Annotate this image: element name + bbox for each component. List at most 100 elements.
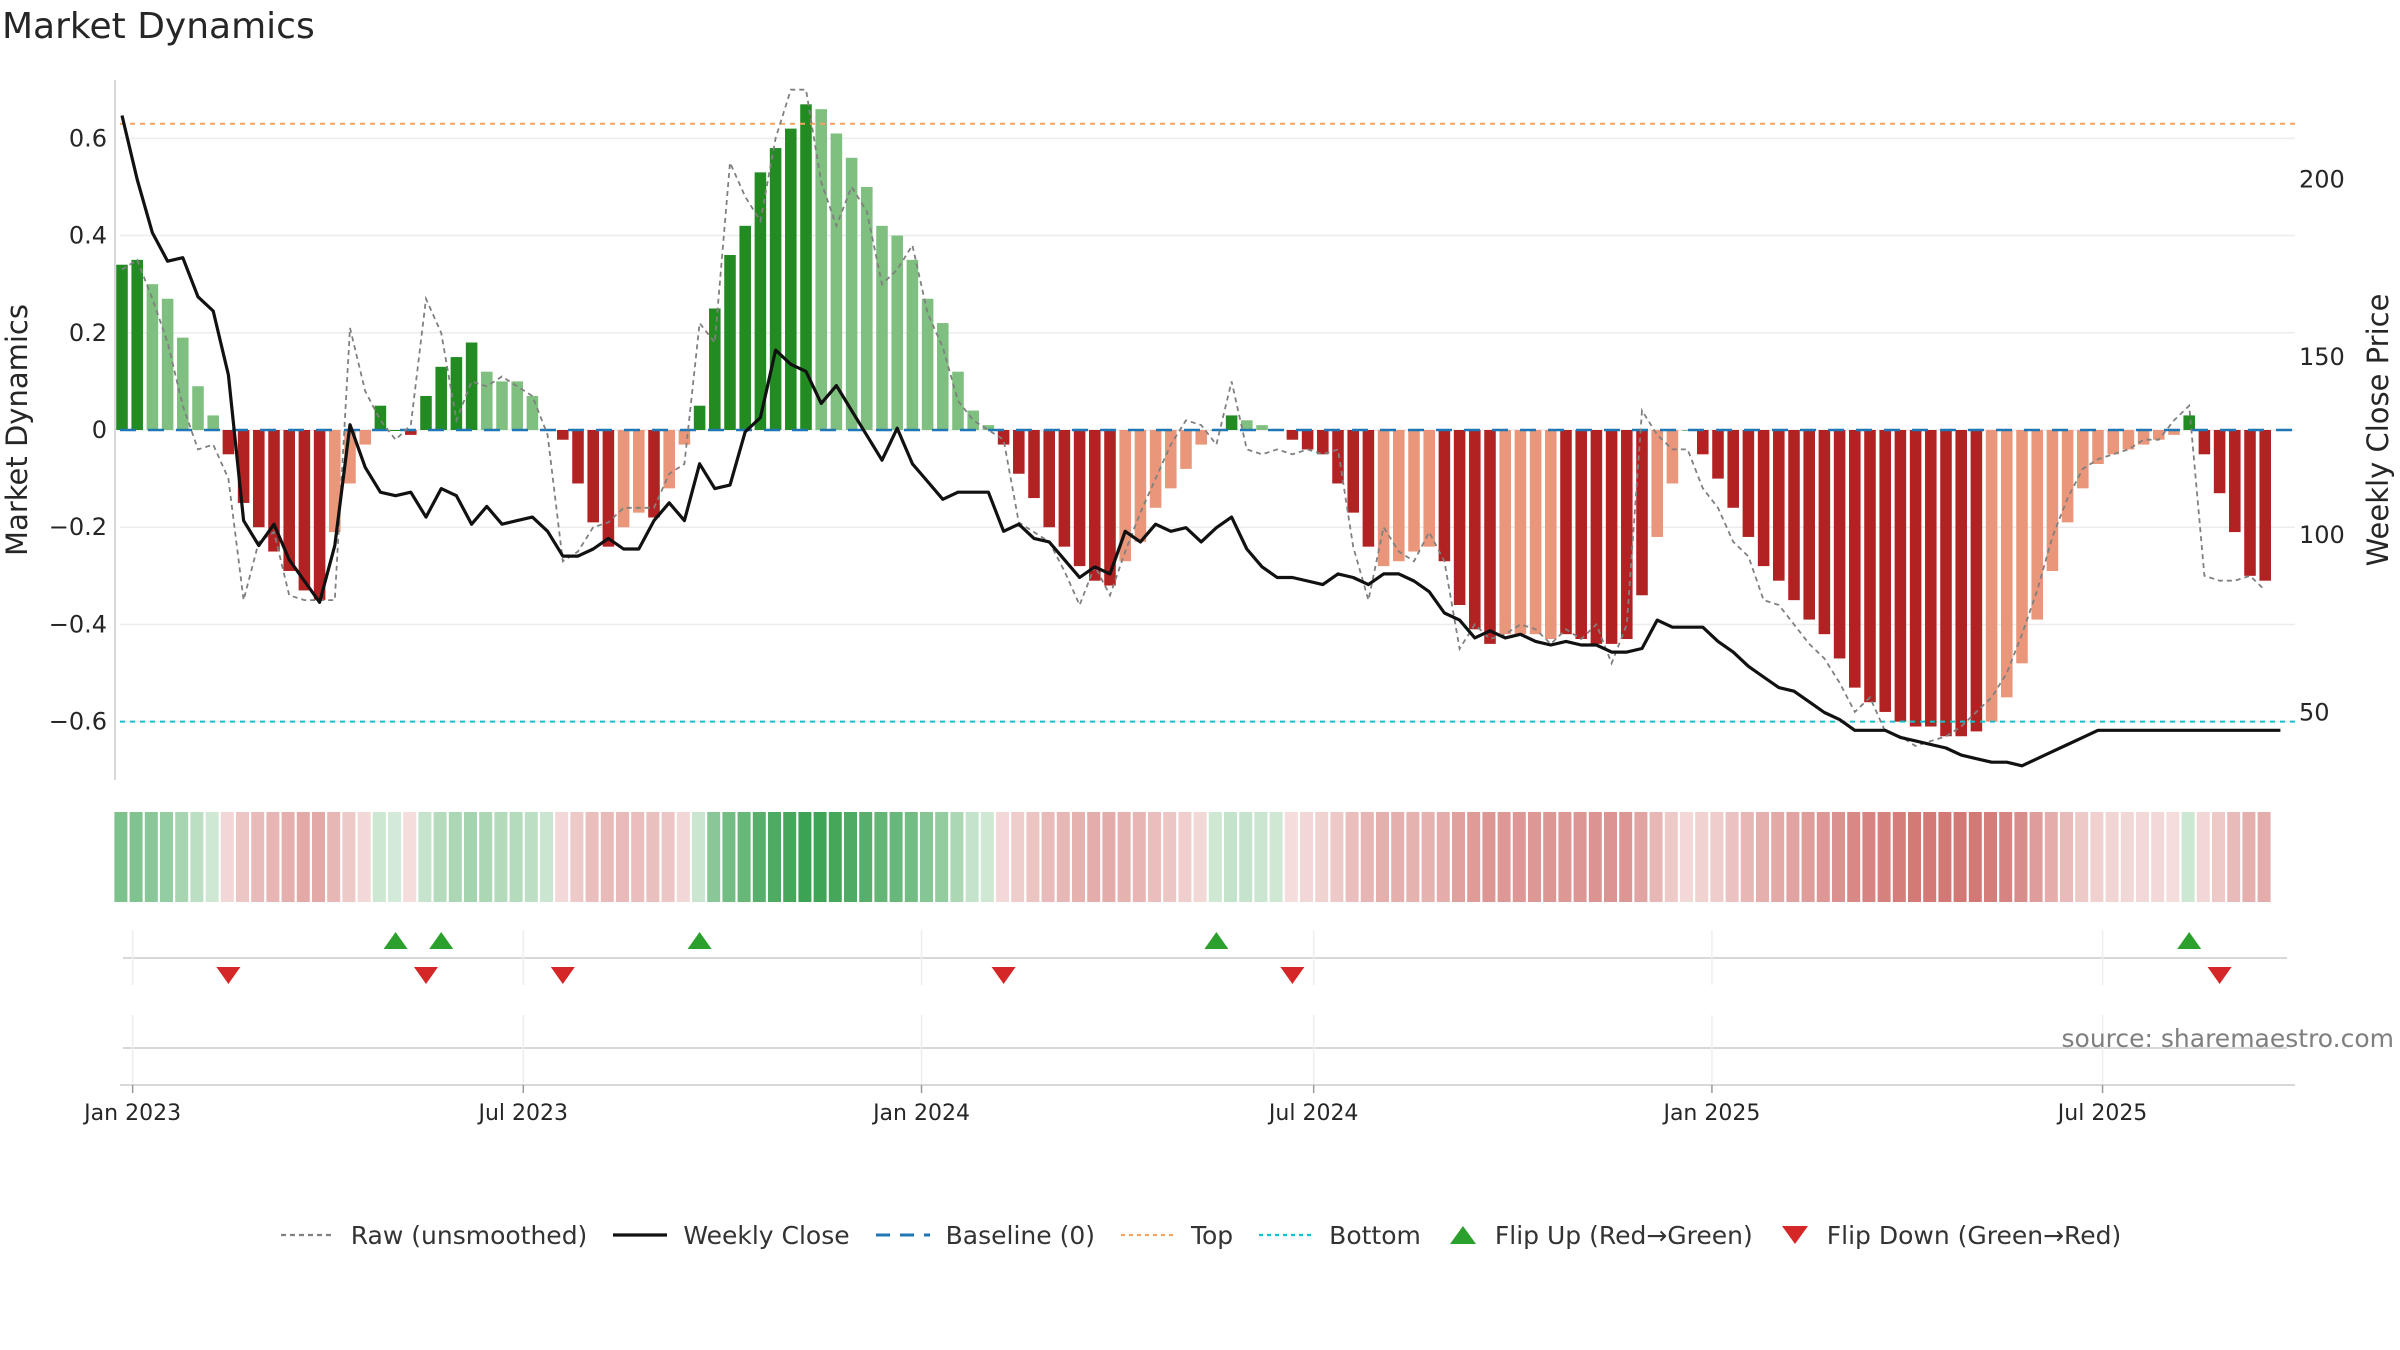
- momentum-bar: [1301, 430, 1314, 450]
- heat-cell: [2029, 812, 2043, 902]
- momentum-bar: [678, 430, 691, 445]
- flip-up-marker: [383, 932, 408, 949]
- legend-item-bottom: Bottom: [1257, 1221, 1421, 1250]
- y-tick-label-left: 0.6: [69, 124, 107, 152]
- heat-cell: [1452, 812, 1465, 902]
- heat-cell: [1862, 812, 1876, 902]
- momentum-bar: [1864, 430, 1876, 703]
- momentum-bar: [1180, 430, 1192, 469]
- flip-markers: [123, 930, 2287, 1085]
- momentum-bar: [1408, 430, 1420, 552]
- momentum-bar: [2046, 430, 2059, 571]
- heat-cell: [874, 812, 888, 902]
- momentum-bar: [2137, 430, 2150, 445]
- heat-cell: [616, 812, 629, 902]
- heat-cell: [859, 812, 873, 902]
- momentum-bar: [374, 405, 387, 430]
- flip-up-marker: [429, 932, 454, 949]
- heat-cell: [160, 812, 173, 902]
- x-axis: Jan 2023 Jul 2023 Jan 2024 Jul 2024 Jan 2025…: [82, 1084, 2295, 1126]
- heat-cell: [1193, 812, 1207, 902]
- heat-cell: [1239, 812, 1253, 902]
- heat-cell: [2227, 812, 2241, 902]
- momentum-bar: [1332, 430, 1344, 484]
- momentum-bar: [1697, 430, 1709, 455]
- momentum-bar: [1651, 430, 1663, 537]
- y-axis-label-right: Weekly Close Price: [2361, 294, 2395, 567]
- momentum-bar: [1195, 430, 1207, 445]
- momentum-bar: [1560, 430, 1572, 635]
- momentum-bar: [1605, 430, 1618, 644]
- momentum-bar: [420, 395, 432, 430]
- momentum-bar: [344, 430, 356, 484]
- heat-cell: [1680, 812, 1693, 902]
- momentum-bar: [1119, 430, 1131, 562]
- heat-cell: [2120, 812, 2134, 902]
- heat-cell: [1330, 812, 1344, 902]
- heat-cell: [600, 812, 614, 902]
- momentum-bar: [2031, 430, 2043, 620]
- momentum-bar: [663, 430, 675, 489]
- momentum-bar: [1225, 415, 1238, 430]
- heat-cell: [722, 812, 736, 902]
- momentum-bar: [1712, 430, 1724, 479]
- heat-cell: [1056, 812, 1070, 902]
- heat-cell: [2075, 812, 2089, 902]
- heat-cell: [1588, 812, 1602, 902]
- heat-cell: [1786, 812, 1800, 902]
- heat-cell: [388, 812, 401, 902]
- heat-cell: [889, 812, 903, 902]
- momentum-bar: [2244, 430, 2256, 576]
- series-lines: [120, 88, 2281, 768]
- momentum-bar: [1149, 430, 1162, 508]
- heat-cell: [798, 812, 812, 902]
- momentum-bar: [2198, 430, 2211, 455]
- momentum-bar: [207, 415, 219, 430]
- momentum-bar: [1757, 430, 1770, 567]
- heat-cell: [1953, 812, 1967, 902]
- x-tick-label: Jan 2024: [871, 1101, 970, 1126]
- momentum-bar: [1028, 430, 1040, 499]
- momentum-bar: [891, 235, 903, 430]
- momentum-bar: [177, 337, 189, 430]
- momentum-bar: [511, 381, 523, 430]
- momentum-bar: [116, 264, 128, 430]
- heat-cell: [1254, 812, 1268, 902]
- momentum-bar: [1681, 430, 1694, 431]
- momentum-bar: [861, 186, 873, 430]
- momentum-bar: [2001, 430, 2013, 698]
- heat-cell: [1497, 812, 1511, 902]
- momentum-bar: [1073, 430, 1086, 567]
- heat-cell: [844, 812, 857, 902]
- chart-title: Market Dynamics: [2, 6, 315, 47]
- heat-cell: [2242, 812, 2256, 902]
- source-label: source: sharemaestro.com: [2061, 1024, 2395, 1053]
- momentum-bar: [906, 259, 919, 430]
- y-tick-label-left: 0.4: [69, 222, 107, 250]
- momentum-bar: [693, 405, 706, 430]
- legend-label-flip-down: Flip Down (Green→Red): [1826, 1220, 2122, 1250]
- heat-cell: [1467, 812, 1481, 902]
- momentum-bar: [1256, 425, 1268, 430]
- heat-cell: [433, 812, 447, 902]
- momentum-bar: [2168, 430, 2180, 435]
- momentum-bar: [1514, 430, 1527, 635]
- y-tick-label-right: 150: [2299, 343, 2345, 371]
- momentum-bar: [921, 298, 934, 430]
- flip-up-marker: [2177, 932, 2202, 949]
- heat-cell: [1892, 812, 1906, 902]
- y-tick-label-left: 0.2: [69, 319, 107, 347]
- heat-cell: [1816, 812, 1830, 902]
- heat-cell: [692, 812, 705, 902]
- heat-cell: [752, 812, 766, 902]
- momentum-bar: [283, 430, 295, 571]
- y-tick-label-left: −0.6: [49, 708, 107, 736]
- momentum-bar: [1347, 430, 1359, 513]
- momentum-bar: [815, 109, 827, 431]
- heat-cell: [1771, 812, 1785, 902]
- momentum-bar: [526, 395, 539, 430]
- heat-cell: [524, 812, 538, 902]
- heat-cell: [1315, 812, 1329, 902]
- heat-cell: [813, 812, 827, 902]
- heat-cell: [1376, 812, 1389, 902]
